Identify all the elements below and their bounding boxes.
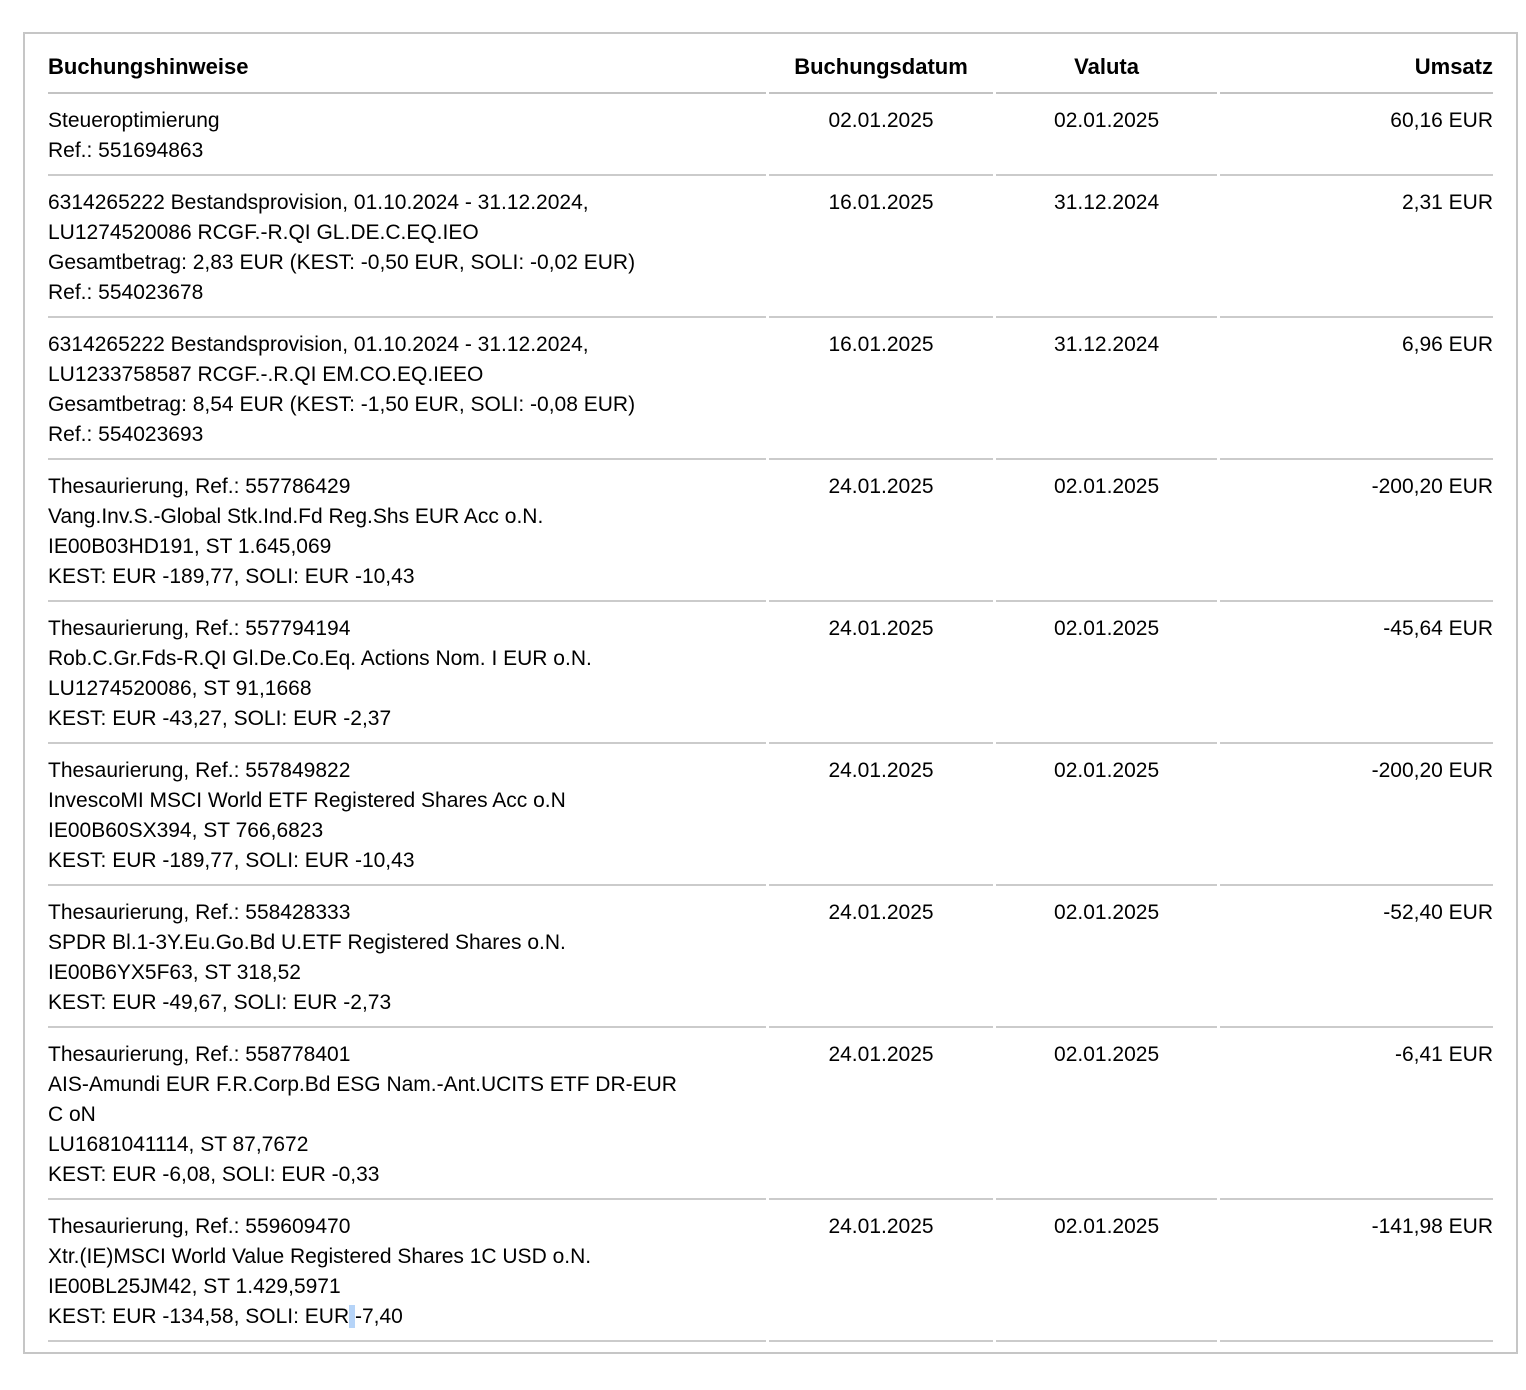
booking-note-line: SPDR Bl.1-3Y.Eu.Go.Bd U.ETF Registered S… [48,931,566,954]
amount-cell: -52,40 EUR [1220,886,1493,1028]
booking-date-cell: 24.01.2025 [769,1028,994,1200]
booking-note-line: LU1233758587 RCGF.-.R.QI EM.CO.EQ.IEEO [48,363,484,386]
booking-note-line: KEST: EUR -134,58, SOLI: EUR -7,40 [48,1302,766,1332]
transactions-panel: Buchungshinweise Buchungsdatum Valuta Um… [23,32,1518,1354]
transactions-table: Buchungshinweise Buchungsdatum Valuta Um… [45,34,1496,1342]
value-date-cell: 02.01.2025 [996,460,1218,602]
column-header-valuta: Valuta [996,34,1218,94]
value-date-cell: 02.01.2025 [996,886,1218,1028]
booking-note-line: Thesaurierung, Ref.: 557849822 [48,759,351,782]
table-row: Thesaurierung, Ref.: 558778401 AIS-Amundi… [48,1028,1493,1200]
column-header-buchungsdatum: Buchungsdatum [769,34,994,94]
note-text-segment: -7,40 [354,1305,403,1328]
table-row: Thesaurierung, Ref.: 557786429 Vang.Inv.S… [48,460,1493,602]
table-row: Thesaurierung, Ref.: 557794194 Rob.C.Gr.F… [48,602,1493,744]
booking-note-line: Thesaurierung, Ref.: 558778401 [48,1043,351,1066]
booking-date-cell: 24.01.2025 [769,744,994,886]
amount-cell: -45,64 EUR [1220,602,1493,744]
booking-note-line: Thesaurierung, Ref.: 557786429 [48,475,351,498]
booking-date-cell: 24.01.2025 [769,1200,994,1342]
booking-note-line: 6314265222 Bestandsprovision, 01.10.2024… [48,191,589,214]
booking-note-line: IE00BL25JM42, ST 1.429,5971 [48,1275,341,1298]
table-row: Thesaurierung, Ref.: 558428333 SPDR Bl.1-… [48,886,1493,1028]
booking-notes-cell: Thesaurierung, Ref.: 558428333 SPDR Bl.1-… [48,886,766,1028]
booking-note-line: C oN [48,1103,96,1126]
value-date-cell: 02.01.2025 [996,602,1218,744]
booking-note-line: LU1274520086, ST 91,1668 [48,677,312,700]
amount-cell: 6,96 EUR [1220,318,1493,460]
booking-note-line: Rob.C.Gr.Fds-R.QI Gl.De.Co.Eq. Actions N… [48,647,592,670]
booking-notes-cell: 6314265222 Bestandsprovision, 01.10.2024… [48,318,766,460]
booking-note-line: Xtr.(IE)MSCI World Value Registered Shar… [48,1245,592,1268]
booking-notes-cell: Thesaurierung, Ref.: 559609470 Xtr.(IE)MS… [48,1200,766,1342]
booking-note-line: Ref.: 554023693 [48,423,204,446]
value-date-cell: 02.01.2025 [996,1200,1218,1342]
note-text-segment: KEST: EUR -134,58, SOLI: EUR [48,1305,350,1328]
table-row: Steueroptimierung Ref.: 551694863 02.01.20… [48,94,1493,176]
booking-note-line: KEST: EUR -189,77, SOLI: EUR -10,43 [48,565,415,588]
booking-note-line: KEST: EUR -189,77, SOLI: EUR -10,43 [48,849,415,872]
booking-note-line: LU1681041114, ST 87,7672 [48,1133,309,1156]
booking-note-line: IE00B60SX394, ST 766,6823 [48,819,324,842]
value-date-cell: 31.12.2024 [996,176,1218,318]
booking-note-line: InvescoMI MSCI World ETF Registered Shar… [48,789,566,812]
table-body: Steueroptimierung Ref.: 551694863 02.01.20… [48,94,1493,1342]
booking-note-line: Thesaurierung, Ref.: 557794194 [48,617,351,640]
amount-cell: -6,41 EUR [1220,1028,1493,1200]
value-date-cell: 02.01.2025 [996,1028,1218,1200]
selected-text [349,1305,355,1328]
booking-notes-cell: Thesaurierung, Ref.: 557794194 Rob.C.Gr.F… [48,602,766,744]
booking-date-cell: 02.01.2025 [769,94,994,176]
table-row: 6314265222 Bestandsprovision, 01.10.2024… [48,176,1493,318]
booking-note-line: KEST: EUR -6,08, SOLI: EUR -0,33 [48,1163,380,1186]
value-date-cell: 02.01.2025 [996,94,1218,176]
table-header-row: Buchungshinweise Buchungsdatum Valuta Um… [48,34,1493,94]
amount-cell: -141,98 EUR [1220,1200,1493,1342]
booking-notes-cell: Thesaurierung, Ref.: 557849822 InvescoMI … [48,744,766,886]
booking-note-line: IE00B6YX5F63, ST 318,52 [48,961,301,984]
booking-date-cell: 24.01.2025 [769,886,994,1028]
booking-note-line: Gesamtbetrag: 8,54 EUR (KEST: -1,50 EUR,… [48,393,636,416]
booking-note-line: AIS-Amundi EUR F.R.Corp.Bd ESG Nam.-Ant.… [48,1073,677,1096]
booking-notes-cell: Steueroptimierung Ref.: 551694863 [48,94,766,176]
booking-note-line: KEST: EUR -43,27, SOLI: EUR -2,37 [48,707,392,730]
amount-cell: -200,20 EUR [1220,460,1493,602]
booking-note-line: Ref.: 551694863 [48,139,204,162]
table-row: Thesaurierung, Ref.: 557849822 InvescoMI … [48,744,1493,886]
value-date-cell: 02.01.2025 [996,744,1218,886]
table-row: Thesaurierung, Ref.: 559609470 Xtr.(IE)MS… [48,1200,1493,1342]
column-header-buchungshinweise: Buchungshinweise [48,34,766,94]
booking-note-line: Vang.Inv.S.-Global Stk.Ind.Fd Reg.Shs EU… [48,505,544,528]
booking-note-line: Thesaurierung, Ref.: 558428333 [48,901,351,924]
booking-date-cell: 24.01.2025 [769,602,994,744]
booking-notes-cell: Thesaurierung, Ref.: 558778401 AIS-Amundi… [48,1028,766,1200]
booking-notes-cell: Thesaurierung, Ref.: 557786429 Vang.Inv.S… [48,460,766,602]
booking-note-line: LU1274520086 RCGF.-R.QI GL.DE.C.EQ.IEO [48,221,479,244]
booking-note-line: Gesamtbetrag: 2,83 EUR (KEST: -0,50 EUR,… [48,251,636,274]
booking-note-line: Thesaurierung, Ref.: 559609470 [48,1215,351,1238]
column-header-umsatz: Umsatz [1220,34,1493,94]
amount-cell: -200,20 EUR [1220,744,1493,886]
amount-cell: 2,31 EUR [1220,176,1493,318]
booking-note-line: IE00B03HD191, ST 1.645,069 [48,535,332,558]
booking-note-line: KEST: EUR -49,67, SOLI: EUR -2,73 [48,991,392,1014]
booking-notes-cell: 6314265222 Bestandsprovision, 01.10.2024… [48,176,766,318]
amount-cell: 60,16 EUR [1220,94,1493,176]
booking-note-line: Ref.: 554023678 [48,281,204,304]
value-date-cell: 31.12.2024 [996,318,1218,460]
booking-date-cell: 16.01.2025 [769,176,994,318]
booking-date-cell: 24.01.2025 [769,460,994,602]
table-row: 6314265222 Bestandsprovision, 01.10.2024… [48,318,1493,460]
booking-date-cell: 16.01.2025 [769,318,994,460]
booking-note-line: 6314265222 Bestandsprovision, 01.10.2024… [48,333,589,356]
booking-note-line: Steueroptimierung [48,109,220,132]
